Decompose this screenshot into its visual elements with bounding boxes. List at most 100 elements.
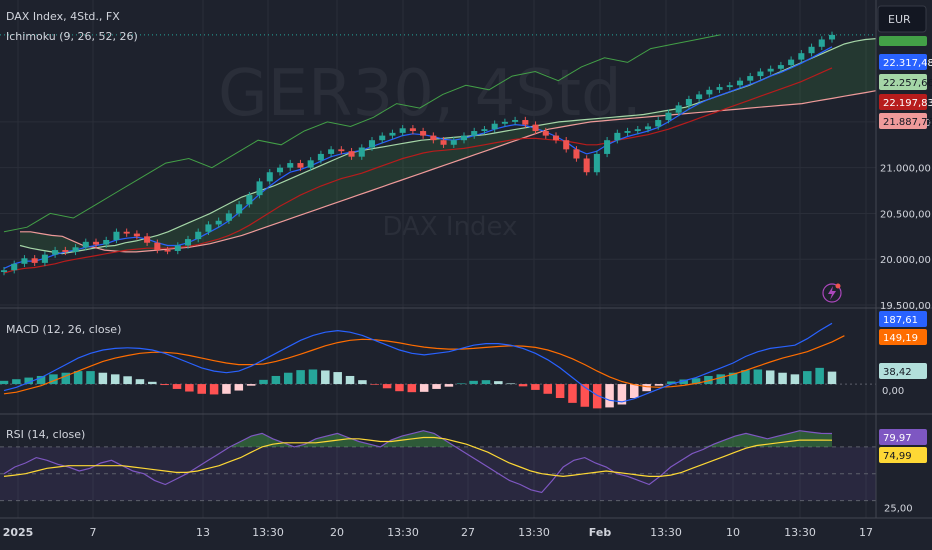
candle[interactable] [256,178,263,199]
candle[interactable] [276,164,284,176]
candle[interactable] [552,132,560,144]
candle[interactable] [460,132,468,144]
candle[interactable] [266,169,273,185]
candle[interactable] [205,221,212,235]
macd-histogram-bar [741,370,750,385]
candle[interactable] [512,116,519,126]
macd-panel[interactable] [0,322,876,409]
rsi-panel[interactable] [0,430,876,502]
candle[interactable] [542,127,549,139]
candle[interactable] [307,157,314,171]
candle[interactable] [644,123,652,133]
candle[interactable] [82,238,89,251]
candle[interactable] [808,43,815,57]
candle[interactable] [788,56,795,69]
candle[interactable] [757,68,764,80]
candle[interactable] [144,233,151,246]
lightning-icon[interactable] [822,283,842,303]
macd-histogram-bar [654,384,664,386]
currency-button[interactable]: EUR [877,5,927,33]
candle[interactable] [11,260,18,274]
candle[interactable] [501,118,508,127]
candle[interactable] [532,121,539,135]
candle[interactable] [696,91,703,103]
candle[interactable] [113,228,120,244]
candle[interactable] [818,36,825,50]
candle[interactable] [634,125,641,135]
candle[interactable] [583,155,590,176]
candle[interactable] [624,127,631,137]
candle[interactable] [328,146,335,158]
time-tick-label: 27 [461,526,475,539]
candle[interactable] [828,31,836,43]
candle[interactable] [225,210,232,224]
candle[interactable] [31,255,38,267]
candle[interactable] [471,127,478,139]
candle[interactable] [379,132,386,144]
candle[interactable] [573,146,580,162]
candle[interactable] [665,109,672,124]
candle[interactable] [0,267,8,276]
candle[interactable] [62,246,69,256]
macd-histogram-bar [728,372,738,385]
candle[interactable] [195,228,202,243]
candle[interactable] [123,228,130,237]
candle[interactable] [767,65,774,75]
candle[interactable] [726,82,733,91]
macd-histogram-bar [555,384,565,399]
candle[interactable] [481,125,488,135]
price-label: 22.317,48 [879,54,932,70]
candle[interactable] [21,255,28,268]
candle[interactable] [174,242,181,255]
candle[interactable] [450,136,457,148]
candle[interactable] [246,191,253,208]
candle[interactable] [72,244,79,256]
candle[interactable] [317,150,324,164]
candle[interactable] [675,102,682,116]
macd-line [3,322,833,403]
candle[interactable] [338,146,345,155]
candle[interactable] [655,116,662,130]
candle[interactable] [522,116,529,128]
candle[interactable] [685,95,692,109]
candle[interactable] [409,125,416,135]
candle[interactable] [389,129,396,139]
macd-histogram-bar [160,384,169,386]
candle[interactable] [287,159,294,171]
candle[interactable] [777,61,784,72]
candle[interactable] [563,136,570,153]
candle[interactable] [604,136,611,158]
candle[interactable] [593,150,600,176]
candle[interactable] [440,136,447,148]
candle[interactable] [103,236,110,248]
price-panel[interactable] [0,31,877,276]
candle[interactable] [236,201,243,217]
candle[interactable] [297,159,304,171]
candle[interactable] [736,77,744,89]
candle[interactable] [430,132,437,144]
candle[interactable] [164,246,171,255]
candle[interactable] [399,125,406,137]
candle[interactable] [420,127,427,139]
candle[interactable] [491,120,498,133]
candle[interactable] [358,144,365,160]
macd-histogram-bar [456,383,466,385]
candle[interactable] [184,235,192,249]
candle[interactable] [41,251,48,267]
candle[interactable] [348,147,355,160]
rsi-overbought-fill [4,430,832,447]
candle[interactable] [614,129,621,144]
candle[interactable] [368,136,376,151]
candle[interactable] [747,72,754,84]
candle[interactable] [215,217,222,228]
candle[interactable] [798,49,805,63]
svg-text:38,42: 38,42 [883,367,912,378]
candle[interactable] [706,86,713,98]
candle[interactable] [52,246,59,258]
candle[interactable] [133,230,140,240]
candle[interactable] [154,239,161,254]
candle[interactable] [92,238,100,248]
candle[interactable] [716,83,723,94]
